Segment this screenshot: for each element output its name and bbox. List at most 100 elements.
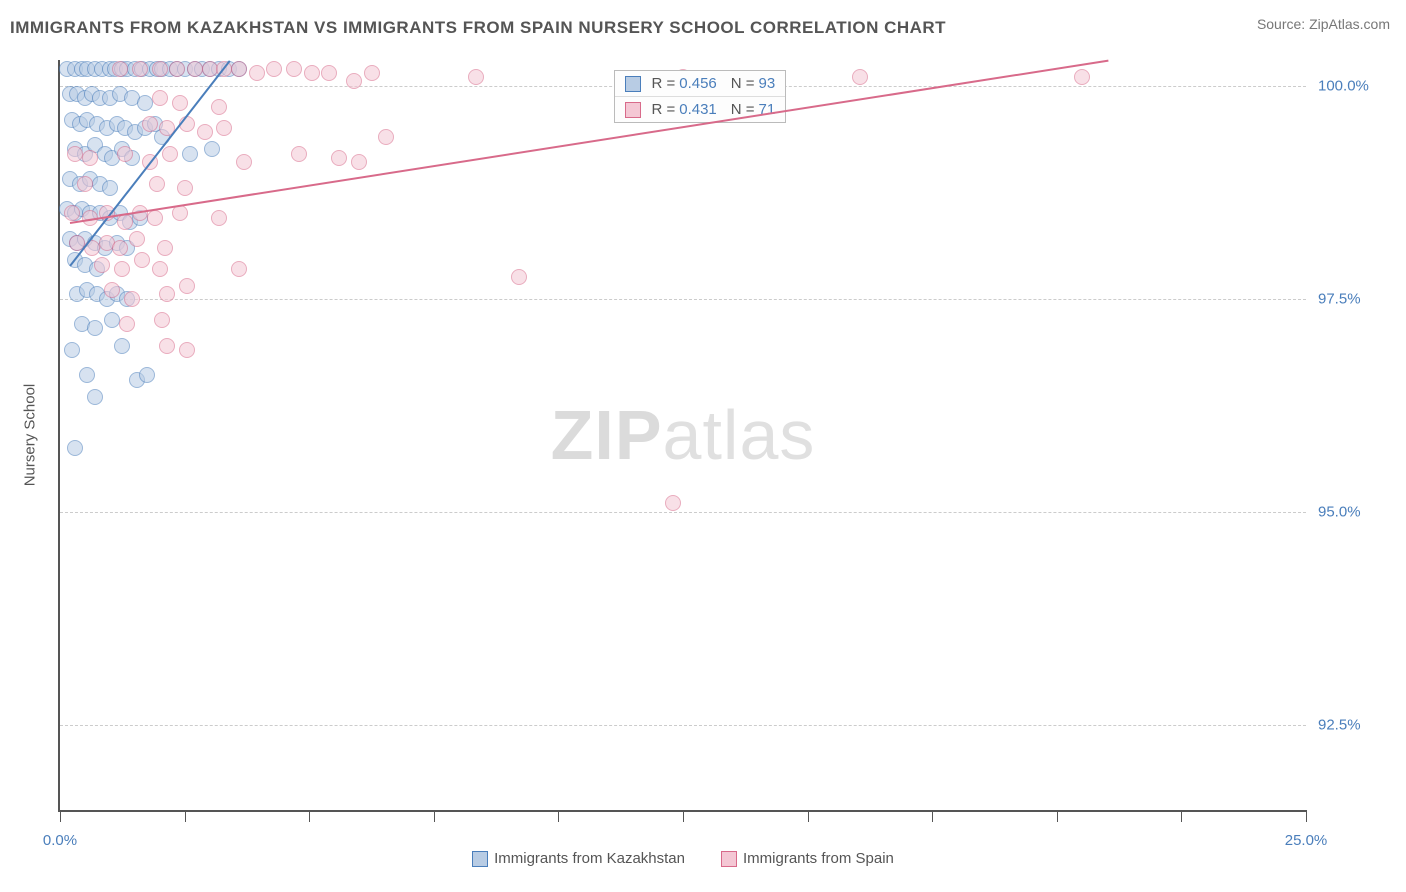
scatter-point bbox=[137, 95, 153, 111]
scatter-point bbox=[67, 146, 83, 162]
scatter-point bbox=[77, 176, 93, 192]
scatter-point bbox=[187, 61, 203, 77]
x-tick bbox=[558, 810, 559, 822]
x-tick bbox=[683, 810, 684, 822]
scatter-point bbox=[114, 261, 130, 277]
scatter-point bbox=[152, 61, 168, 77]
scatter-point bbox=[665, 495, 681, 511]
scatter-point bbox=[82, 150, 98, 166]
scatter-point bbox=[102, 180, 118, 196]
x-tick bbox=[932, 810, 933, 822]
stat-value-n: 93 bbox=[759, 75, 776, 92]
scatter-point bbox=[149, 176, 165, 192]
watermark-atlas: atlas bbox=[663, 396, 816, 474]
scatter-point bbox=[231, 61, 247, 77]
scatter-point bbox=[468, 69, 484, 85]
scatter-point bbox=[159, 286, 175, 302]
scatter-point bbox=[291, 146, 307, 162]
scatter-point bbox=[179, 278, 195, 294]
scatter-point bbox=[1074, 69, 1090, 85]
scatter-point bbox=[147, 210, 163, 226]
scatter-point bbox=[112, 240, 128, 256]
scatter-point bbox=[172, 205, 188, 221]
stats-row: R =0.456N =93 bbox=[615, 71, 785, 97]
legend-label: Immigrants from Kazakhstan bbox=[494, 850, 685, 867]
scatter-point bbox=[64, 205, 80, 221]
x-tick bbox=[60, 810, 61, 822]
scatter-point bbox=[119, 316, 135, 332]
scatter-point bbox=[211, 210, 227, 226]
stats-row: R =0.431N =71 bbox=[615, 97, 785, 122]
scatter-point bbox=[159, 338, 175, 354]
scatter-point bbox=[114, 338, 130, 354]
series-swatch bbox=[625, 102, 641, 118]
scatter-point bbox=[266, 61, 282, 77]
scatter-point bbox=[67, 440, 83, 456]
scatter-point bbox=[211, 99, 227, 115]
scatter-point bbox=[182, 146, 198, 162]
x-tick-label: 25.0% bbox=[1285, 832, 1328, 849]
scatter-point bbox=[64, 342, 80, 358]
x-tick bbox=[1181, 810, 1182, 822]
scatter-point bbox=[378, 129, 394, 145]
scatter-point bbox=[169, 61, 185, 77]
source-attribution: Source: ZipAtlas.com bbox=[1257, 16, 1390, 32]
x-tick bbox=[309, 810, 310, 822]
y-tick-label: 92.5% bbox=[1318, 716, 1361, 733]
x-tick bbox=[1306, 810, 1307, 822]
scatter-point bbox=[162, 146, 178, 162]
scatter-point bbox=[87, 320, 103, 336]
series-swatch bbox=[721, 851, 737, 867]
x-tick bbox=[808, 810, 809, 822]
scatter-point bbox=[104, 282, 120, 298]
stat-label-n: N = bbox=[731, 75, 755, 92]
scatter-point bbox=[117, 146, 133, 162]
x-tick bbox=[185, 810, 186, 822]
scatter-point bbox=[236, 154, 252, 170]
series-swatch bbox=[472, 851, 488, 867]
legend-item: Immigrants from Kazakhstan bbox=[472, 850, 685, 867]
scatter-point bbox=[104, 312, 120, 328]
scatter-point bbox=[852, 69, 868, 85]
scatter-point bbox=[152, 261, 168, 277]
scatter-point bbox=[112, 61, 128, 77]
scatter-point bbox=[132, 61, 148, 77]
scatter-point bbox=[139, 367, 155, 383]
scatter-point bbox=[157, 240, 173, 256]
scatter-point bbox=[249, 65, 265, 81]
scatter-point bbox=[197, 124, 213, 140]
series-swatch bbox=[625, 76, 641, 92]
x-tick bbox=[434, 810, 435, 822]
y-tick-label: 100.0% bbox=[1318, 77, 1369, 94]
scatter-point bbox=[154, 312, 170, 328]
scatter-point bbox=[177, 180, 193, 196]
legend-label: Immigrants from Spain bbox=[743, 850, 894, 867]
scatter-point bbox=[511, 269, 527, 285]
chart-container: Nursery School ZIPatlas 100.0%97.5%95.0%… bbox=[10, 50, 1396, 882]
watermark: ZIPatlas bbox=[551, 395, 816, 475]
scatter-point bbox=[202, 61, 218, 77]
scatter-point bbox=[331, 150, 347, 166]
chart-title: IMMIGRANTS FROM KAZAKHSTAN VS IMMIGRANTS… bbox=[10, 18, 946, 38]
watermark-zip: ZIP bbox=[551, 396, 663, 474]
y-axis-title: Nursery School bbox=[22, 384, 39, 487]
gridline bbox=[60, 725, 1306, 726]
scatter-point bbox=[351, 154, 367, 170]
scatter-point bbox=[172, 95, 188, 111]
stat-value-r: 0.456 bbox=[679, 75, 717, 92]
scatter-point bbox=[87, 389, 103, 405]
scatter-point bbox=[321, 65, 337, 81]
scatter-point bbox=[152, 90, 168, 106]
stat-label-r: R = bbox=[651, 101, 675, 118]
scatter-point bbox=[231, 261, 247, 277]
y-tick-label: 95.0% bbox=[1318, 503, 1361, 520]
stat-value-r: 0.431 bbox=[679, 101, 717, 118]
scatter-point bbox=[364, 65, 380, 81]
scatter-point bbox=[134, 252, 150, 268]
x-tick bbox=[1057, 810, 1058, 822]
bottom-legend: Immigrants from Kazakhstan Immigrants fro… bbox=[60, 850, 1306, 867]
scatter-point bbox=[346, 73, 362, 89]
scatter-point bbox=[304, 65, 320, 81]
scatter-point bbox=[204, 141, 220, 157]
scatter-point bbox=[124, 291, 140, 307]
